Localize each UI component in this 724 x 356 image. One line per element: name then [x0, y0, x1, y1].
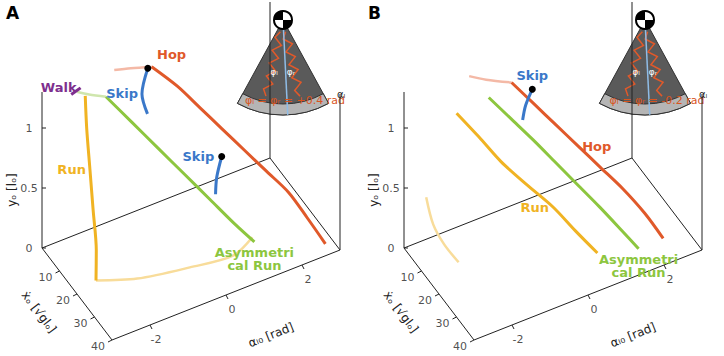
svg-text:1: 1 [26, 122, 33, 135]
svg-text:Skip: Skip [106, 86, 138, 101]
svg-text:0: 0 [229, 303, 236, 316]
svg-text:2: 2 [305, 273, 312, 286]
svg-text:Hop: Hop [157, 47, 186, 62]
svg-text:yₒ [lₒ]: yₒ [lₒ] [367, 173, 381, 207]
svg-text:Skip: Skip [516, 68, 548, 83]
svg-text:Skip: Skip [182, 149, 214, 164]
svg-text:φᵣ: φᵣ [287, 67, 296, 77]
svg-text:αₗ: αₗ [699, 89, 708, 100]
svg-text:Walk: Walk [41, 80, 77, 95]
svg-text:20: 20 [56, 294, 70, 307]
svg-text:yₒ [lₒ]: yₒ [lₒ] [5, 173, 19, 207]
svg-text:φᵣ: φᵣ [649, 67, 658, 77]
svg-text:30: 30 [436, 317, 450, 330]
svg-text:φₗ: φₗ [632, 67, 640, 77]
svg-text:Run: Run [520, 200, 549, 215]
svg-text:φₗ = φᵣ = -0.2 rad: φₗ = φᵣ = -0.2 rad [610, 94, 705, 107]
svg-text:Run: Run [57, 162, 86, 177]
svg-text:0: 0 [26, 242, 33, 255]
svg-text:ẋₒ [√glₒ]: ẋₒ [√glₒ] [381, 288, 422, 335]
svg-text:αₗ₀ [rad]: αₗ₀ [rad] [608, 320, 658, 351]
svg-text:40: 40 [91, 340, 105, 353]
svg-text:2: 2 [667, 273, 674, 286]
svg-text:1: 1 [388, 122, 395, 135]
svg-text:αₗ₀ [rad]: αₗ₀ [rad] [246, 320, 296, 351]
svg-text:30: 30 [74, 317, 88, 330]
svg-text:αₗ: αₗ [337, 89, 346, 100]
svg-text:0.5: 0.5 [382, 182, 400, 195]
svg-text:Hop: Hop [582, 139, 611, 154]
svg-text:20: 20 [418, 294, 432, 307]
svg-text:cal Run: cal Run [612, 265, 666, 280]
svg-text:10: 10 [401, 271, 415, 284]
svg-text:cal Run: cal Run [227, 258, 281, 273]
svg-text:B: B [368, 3, 381, 23]
svg-text:-2: -2 [513, 333, 524, 346]
svg-text:Asymmetri: Asymmetri [599, 251, 679, 267]
svg-text:40: 40 [453, 340, 467, 353]
svg-text:A: A [6, 3, 20, 23]
svg-text:0: 0 [388, 242, 395, 255]
svg-text:0: 0 [591, 303, 598, 316]
svg-text:φₗ = φᵣ = +0.4 rad: φₗ = φᵣ = +0.4 rad [245, 94, 345, 107]
svg-text:φₗ: φₗ [270, 67, 278, 77]
svg-text:-2: -2 [151, 333, 162, 346]
svg-text:10: 10 [39, 271, 53, 284]
svg-text:0.5: 0.5 [20, 182, 38, 195]
svg-text:Asymmetri: Asymmetri [214, 244, 294, 260]
svg-text:ẋₒ [√glₒ]: ẋₒ [√glₒ] [19, 288, 60, 335]
